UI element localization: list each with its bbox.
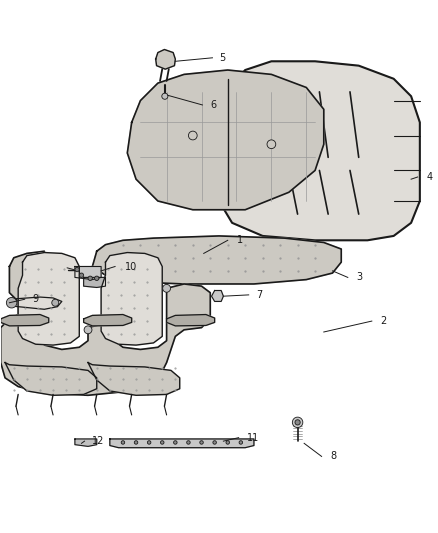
Circle shape: [148, 441, 151, 444]
Polygon shape: [84, 277, 106, 287]
Text: 5: 5: [219, 53, 225, 63]
Circle shape: [162, 285, 170, 292]
Circle shape: [188, 131, 197, 140]
Polygon shape: [92, 236, 341, 284]
Polygon shape: [155, 50, 175, 69]
Circle shape: [173, 441, 177, 444]
Polygon shape: [88, 362, 180, 395]
Text: 8: 8: [330, 451, 336, 462]
Circle shape: [160, 441, 164, 444]
Circle shape: [200, 441, 203, 444]
Text: 3: 3: [357, 272, 363, 282]
Circle shape: [95, 276, 99, 280]
Circle shape: [292, 417, 303, 427]
Circle shape: [162, 93, 168, 99]
Polygon shape: [75, 439, 97, 446]
Circle shape: [84, 326, 92, 334]
Polygon shape: [166, 314, 215, 326]
Text: 10: 10: [125, 262, 138, 271]
Text: 4: 4: [426, 172, 432, 182]
Circle shape: [187, 441, 190, 444]
Circle shape: [134, 441, 138, 444]
Text: 7: 7: [256, 290, 262, 300]
Text: 9: 9: [32, 294, 38, 304]
Polygon shape: [10, 297, 62, 309]
Circle shape: [121, 441, 125, 444]
Circle shape: [213, 441, 216, 444]
Circle shape: [52, 299, 59, 306]
Polygon shape: [212, 290, 223, 302]
Polygon shape: [1, 314, 49, 326]
Polygon shape: [127, 70, 324, 210]
Polygon shape: [75, 266, 101, 280]
Polygon shape: [101, 253, 162, 345]
Text: 6: 6: [210, 100, 216, 110]
Circle shape: [239, 441, 243, 444]
Polygon shape: [219, 61, 420, 240]
Polygon shape: [5, 362, 97, 395]
Polygon shape: [110, 439, 254, 448]
Text: 11: 11: [247, 433, 260, 442]
Circle shape: [226, 441, 230, 444]
Circle shape: [79, 273, 84, 277]
Polygon shape: [18, 253, 79, 345]
Circle shape: [75, 268, 79, 272]
Circle shape: [267, 140, 276, 149]
Circle shape: [7, 297, 17, 308]
Text: 1: 1: [237, 235, 243, 245]
Polygon shape: [84, 314, 132, 326]
Circle shape: [295, 420, 300, 425]
Text: 2: 2: [381, 316, 387, 326]
Circle shape: [88, 276, 92, 280]
Text: 12: 12: [92, 436, 105, 446]
Polygon shape: [1, 251, 210, 395]
